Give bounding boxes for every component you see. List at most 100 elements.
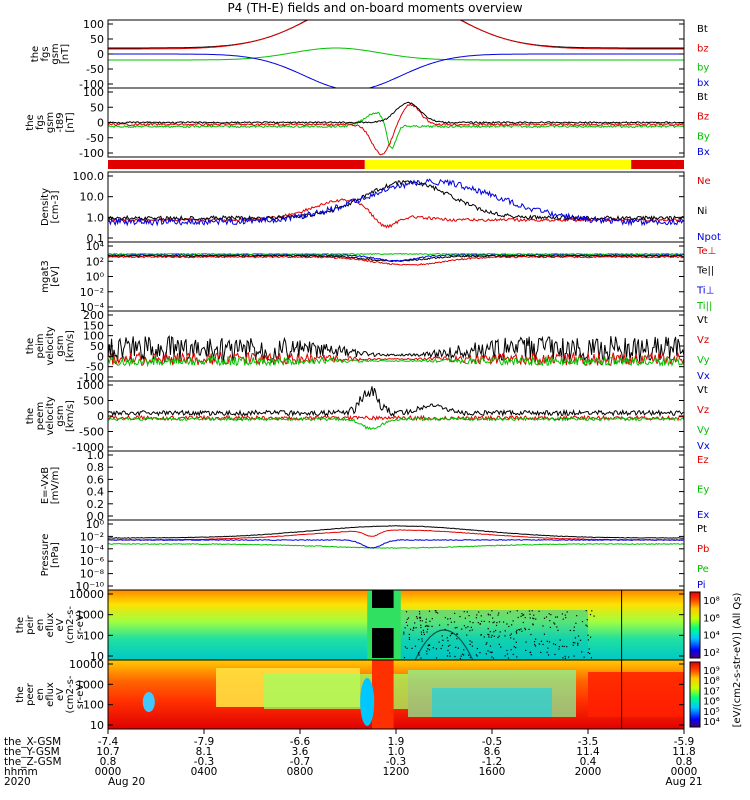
ion-spec-speckle	[502, 621, 505, 623]
ion_spec-ylabel-line: the	[15, 617, 26, 633]
ion-spec-speckle	[508, 625, 510, 628]
ion-spec-speckle	[587, 634, 589, 636]
ion-spec-speckle	[497, 636, 499, 639]
ion-spec-speckle	[493, 621, 495, 623]
ele_spec-tick-label: 1000	[76, 678, 104, 691]
ion-spec-speckle	[431, 618, 433, 620]
ion-spec-speckle	[556, 616, 558, 618]
ele_spec-ylabel-line: eV	[55, 688, 66, 701]
vi-legend-vx: Vx	[697, 371, 710, 382]
ion_spec-ylabel-line: eV	[55, 618, 66, 631]
ion-spec-speckle	[577, 635, 580, 637]
ion-spec-speckle	[547, 654, 550, 656]
efield-tick-label: 0.8	[87, 461, 105, 474]
ion-spec-speckle	[419, 620, 421, 622]
ion-spec-speckle	[515, 647, 517, 649]
ephemeris-value: -0.3	[386, 756, 407, 768]
ion-spec-speckle	[428, 610, 431, 612]
efield-legend-ex: Ex	[697, 510, 709, 521]
ion-spec-speckle	[435, 611, 437, 613]
ve-ylabel: the peem velocity gsm [km/s]	[25, 396, 76, 435]
ion-spec-speckle	[426, 625, 428, 627]
ion-spec-speckle	[463, 625, 466, 627]
ion-spec-speckle	[469, 621, 471, 623]
temp-ylabel-line: mgat3	[40, 260, 51, 293]
ion-spec-speckle	[446, 655, 449, 657]
ephemeris-value: 1.9	[388, 736, 405, 748]
ion-spec-speckle	[562, 657, 564, 659]
ion-spec-speckle	[574, 637, 577, 639]
ion-spec-speckle	[428, 644, 431, 646]
ion-spec-speckle	[528, 610, 531, 612]
ion-spec-speckle	[525, 641, 527, 643]
ion-spec-speckle	[428, 649, 431, 651]
ion-spec-speckle	[492, 657, 495, 659]
pressure-tick-label: 10⁰	[86, 518, 105, 531]
ion-spec-speckle	[475, 617, 478, 619]
temp-ylabel: mgat3 [eV]	[40, 260, 61, 293]
ion-spec-speckle	[524, 629, 527, 631]
ion-spec-speckle	[504, 630, 506, 632]
ion-spec-speckle	[460, 655, 462, 657]
ion-spec-speckle	[489, 651, 491, 653]
ion-spec-speckle	[489, 645, 492, 647]
ion-spec-speckle	[479, 623, 481, 625]
ion-spec-speckle	[590, 657, 592, 659]
ion_spec-tick-label: 100	[83, 629, 104, 642]
ion-spec-speckle	[547, 647, 549, 649]
ion-spec-speckle	[540, 640, 543, 642]
mode-bar-segment	[364, 160, 632, 169]
ephemeris-value: 0000	[671, 766, 698, 778]
ion-spec-speckle	[494, 629, 497, 632]
ion-spec-speckle	[459, 615, 461, 618]
bgsm-legend-by: by	[697, 63, 709, 74]
pressure-tick-label: 10⁻⁶	[80, 555, 105, 568]
temp-legend-ti: Ti⊥	[696, 285, 714, 296]
ion-spec-speckle	[572, 641, 574, 644]
pressure-ylabel: Pressure [nPa]	[40, 534, 61, 577]
ion-spec-speckle	[499, 631, 501, 633]
ion-spec-speckle	[419, 616, 422, 618]
ion-spec-speckle	[557, 629, 559, 631]
pressure-tick-label: 10⁻²	[80, 530, 104, 543]
ion-spec-speckle	[426, 650, 428, 652]
ion-spec-speckle	[529, 617, 531, 619]
ele_spec-colorbar	[689, 661, 701, 728]
ion-spec-speckle	[488, 621, 490, 623]
pressure-tick-label: 10⁻⁴	[80, 543, 105, 556]
ion-spec-speckle	[576, 615, 578, 617]
ion-spec-speckle	[540, 651, 542, 654]
ion-spec-speckle	[475, 654, 477, 656]
ion-spec-speckle	[535, 618, 537, 620]
colorbar-title: [eV/(cm2-s-str-eV)] (All Qs)	[732, 592, 743, 727]
ephemeris-value: -7.9	[194, 736, 215, 748]
ele_spec-tick-label: 10000	[69, 658, 104, 671]
ion-spec-speckle	[510, 633, 512, 635]
ion-spec-speckle	[529, 613, 531, 615]
ion_spec-ylabel: the peir en eflux eV (cm2-s-sr-eV)	[15, 606, 86, 644]
ion-spec-speckle	[524, 617, 526, 619]
ion-spec-speckle	[489, 631, 491, 633]
ion-spec-speckle	[553, 622, 555, 624]
ion-spec-speckle	[463, 649, 465, 651]
bdiff-by-trace	[107, 111, 685, 150]
ion-spec-speckle	[449, 635, 451, 637]
ion-spec-speckle	[449, 617, 451, 620]
density-ylabel-line: Density	[40, 188, 51, 226]
ion-spec-speckle	[403, 633, 405, 635]
ion-spec-speckle	[491, 656, 493, 658]
ele-spec-cyan-region	[432, 688, 552, 717]
ion-spec-speckle	[428, 644, 430, 646]
ion-spec-speckle	[438, 624, 441, 626]
ephemeris-value: 11.4	[576, 746, 600, 758]
density-ylabel-line: [cm-3]	[50, 190, 61, 223]
ephemeris-value: 0400	[191, 766, 218, 778]
ion-spec-speckle	[463, 654, 465, 656]
ion-spec-speckle	[449, 655, 451, 657]
ion-spec-speckle	[489, 614, 491, 616]
ve-tick-label: -500	[79, 426, 104, 439]
ion-spec-speckle	[485, 643, 487, 645]
ion-spec-speckle	[467, 626, 469, 628]
bgsm-ylabel: the fgs gsm [nT]	[30, 43, 71, 64]
bgsm-bx-trace	[108, 53, 684, 89]
